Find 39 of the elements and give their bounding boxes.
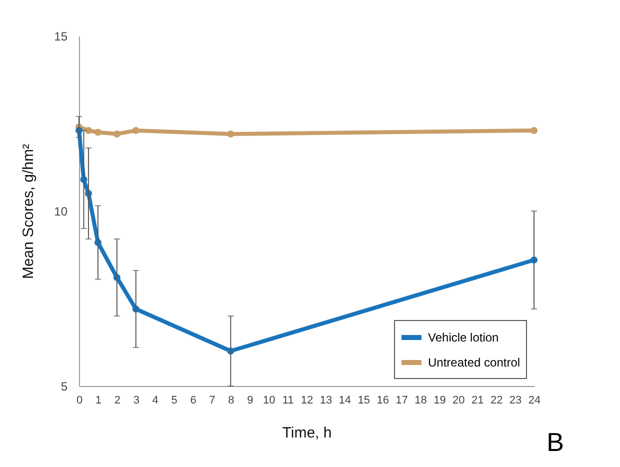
x-tick-label: 18 [414,394,427,406]
y-tick-label: 10 [54,204,68,218]
x-tick-label: 0 [76,394,83,406]
legend-label: Untreated control [428,356,520,370]
x-tick-label: 12 [300,394,314,406]
x-tick-label: 16 [376,394,389,406]
x-tick-label: 19 [434,394,446,406]
x-tick-label: 23 [509,394,522,406]
y-axis-title: Mean Scores, g/hm² [20,144,38,280]
x-tick-label: 2 [114,394,120,406]
x-tick-label: 10 [262,394,276,406]
point [132,126,140,134]
x-tick-label: 21 [472,394,484,406]
legend-label: Vehicle lotion [428,330,499,344]
x-tick-label: 4 [152,394,158,406]
x-tick-label: 8 [228,394,234,406]
point [94,128,102,136]
x-tick-label: 6 [190,394,196,406]
x-tick-label: 13 [320,394,332,406]
x-tick-label: 7 [209,394,216,406]
x-tick-label: 17 [396,394,408,406]
x-tick-label: 14 [338,394,352,406]
y-tick-label: 15 [54,30,68,44]
point [227,130,234,138]
x-tick-label: 9 [247,394,254,406]
x-tick-label: 15 [358,394,370,406]
x-tick-label: 20 [452,394,465,406]
x-tick-label: 22 [490,394,503,406]
x-tick-label: 1 [95,394,102,406]
text: B [546,427,564,457]
x-axis-title: Time, h [282,424,332,442]
point [530,126,538,134]
x-tick-label: 3 [133,394,140,406]
y-tick-label: 5 [60,380,68,394]
point [113,130,120,138]
x-tick-label: 24 [528,394,541,406]
x-tick-label: 5 [171,394,178,406]
point [84,126,92,134]
x-tick-label: 11 [282,394,294,406]
